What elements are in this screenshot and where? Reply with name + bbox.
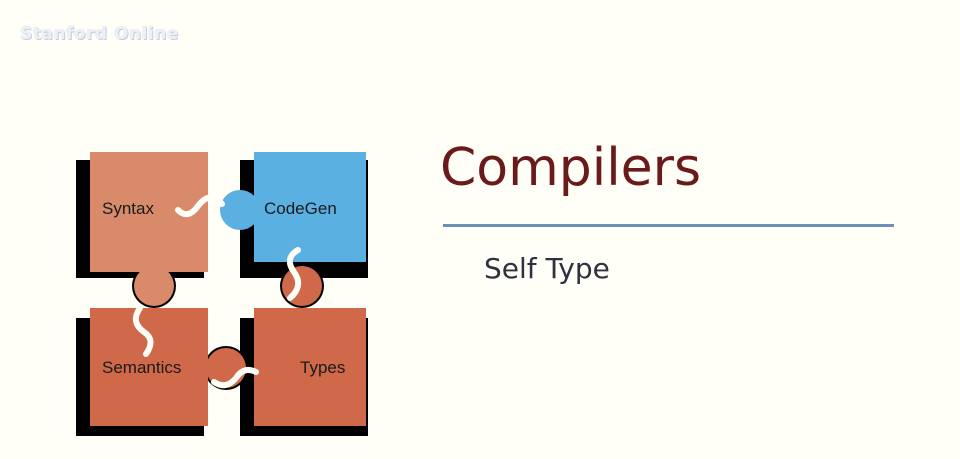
semantics-label: Semantics [102, 358, 181, 377]
semantics-piece: Semantics [90, 308, 246, 426]
syntax-piece: Syntax [90, 152, 208, 306]
slide-subtitle: Self Type [484, 252, 610, 285]
compiler-puzzle-graphic: Syntax CodeGen Semantics Types [70, 140, 370, 440]
types-piece: Types [254, 266, 366, 426]
codegen-piece: CodeGen [220, 152, 366, 262]
types-label: Types [300, 358, 345, 377]
watermark-logo: Stanford Online [20, 24, 179, 44]
slide-title: Compilers [440, 138, 702, 198]
syntax-label: Syntax [102, 199, 154, 218]
codegen-label: CodeGen [264, 199, 337, 218]
title-divider [443, 224, 894, 227]
